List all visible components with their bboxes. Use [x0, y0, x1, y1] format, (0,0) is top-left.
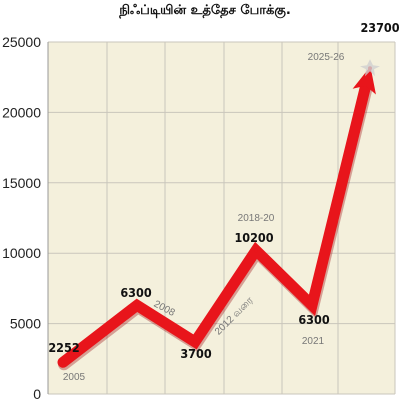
arrow-star-icon — [360, 59, 380, 77]
y-tick-label: 0 — [33, 386, 41, 400]
series-line — [57, 59, 380, 371]
data-point — [193, 339, 197, 344]
data-point — [135, 303, 139, 308]
y-tick-label: 25000 — [2, 34, 41, 50]
value-label: 23700 — [360, 20, 399, 35]
value-label: 6300 — [120, 285, 151, 300]
chart-title: நிஃப்டியின் உத்தேச போக்கு. — [118, 3, 291, 18]
value-label: 6300 — [298, 312, 329, 327]
period-label: 2018-20 — [238, 213, 275, 224]
y-tick-label: 15000 — [2, 175, 41, 191]
value-label: 10200 — [234, 230, 273, 245]
series-line-path — [57, 66, 376, 368]
y-tick-label: 5000 — [10, 316, 41, 332]
period-label: 2025-26 — [308, 52, 345, 63]
data-point — [254, 248, 258, 253]
period-label: 2005 — [63, 372, 86, 383]
value-label: 3700 — [180, 346, 211, 361]
y-tick-label: 20000 — [2, 104, 41, 120]
data-point — [61, 360, 65, 365]
value-label: 2252 — [48, 340, 79, 355]
y-tick-label: 10000 — [2, 245, 41, 261]
period-label: 2021 — [302, 336, 325, 347]
data-point — [310, 303, 314, 308]
y-axis: 0 5000 10000 15000 20000 25000 — [2, 34, 41, 400]
